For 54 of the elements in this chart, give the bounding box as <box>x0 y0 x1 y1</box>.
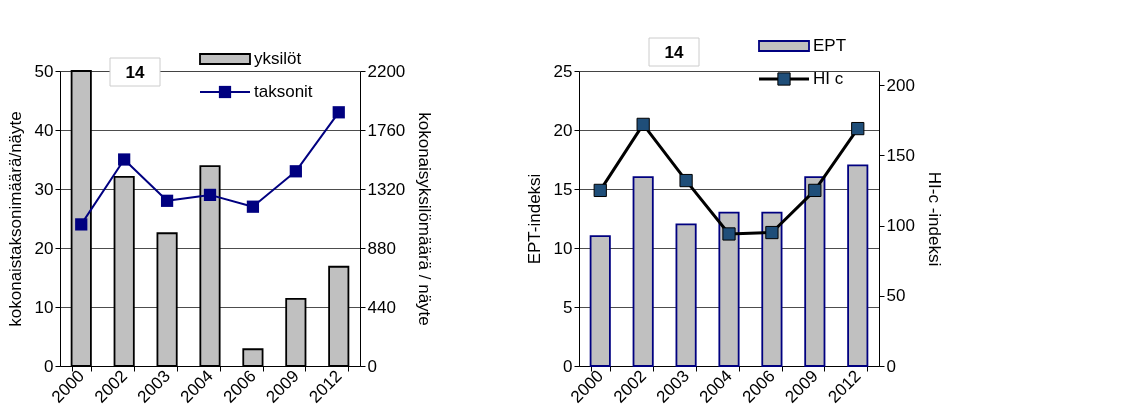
point <box>75 218 88 231</box>
y2-tick-label: 0 <box>886 356 896 376</box>
y-axis-title: kokonaistaksonimäärä/näyte <box>5 111 25 327</box>
y-tick-label: 20 <box>34 238 54 258</box>
y2-tick-label: 2200 <box>367 61 406 81</box>
y-tick-label: 10 <box>553 238 573 258</box>
bar <box>632 176 654 367</box>
y-tick-label: 10 <box>34 297 54 317</box>
y-tick-label: 15 <box>553 179 573 199</box>
bar <box>589 235 611 367</box>
y-tick-label: 25 <box>553 61 573 81</box>
bar <box>675 223 697 367</box>
y-tick-label: 20 <box>553 120 573 140</box>
y2-tick-label: 100 <box>886 216 915 236</box>
y2-tick-label: 150 <box>886 145 915 165</box>
legend-label: taksonit <box>254 82 313 101</box>
legend-label: yksilöt <box>254 49 302 68</box>
y2-tick-label: 880 <box>367 238 396 258</box>
y-tick-label: 5 <box>563 297 573 317</box>
y2-tick-label: 200 <box>886 75 915 95</box>
point <box>851 121 865 136</box>
point <box>765 225 779 240</box>
y-axis-title: EPT-indeksi <box>524 173 544 265</box>
y-tick-label: 0 <box>563 356 573 376</box>
y2-tick-label: 0 <box>367 356 377 376</box>
point <box>332 106 345 119</box>
y-tick-label: 50 <box>34 61 54 81</box>
point <box>636 117 650 131</box>
annotation: 14 <box>125 63 145 82</box>
y2-axis-title: kokonaisyksilömäärä / näyte <box>415 112 435 326</box>
y-tick-label: 0 <box>44 356 54 376</box>
point <box>160 194 174 207</box>
point <box>203 188 217 202</box>
y-tick-label: 30 <box>34 179 54 199</box>
y2-tick-label: 1760 <box>367 120 406 140</box>
legend-label: EPT <box>813 36 847 55</box>
point <box>722 227 736 241</box>
bar <box>804 176 826 367</box>
point <box>246 200 260 213</box>
point <box>289 165 302 178</box>
point <box>118 153 131 166</box>
y2-tick-label: 50 <box>886 286 906 306</box>
point <box>593 183 607 198</box>
point <box>679 173 693 188</box>
y-tick-label: 40 <box>34 120 54 140</box>
y2-axis-title: HI-c -indeksi <box>924 171 944 267</box>
bar <box>761 211 783 367</box>
y2-tick-label: 440 <box>367 297 396 317</box>
legend-label: HI c <box>813 69 844 88</box>
y2-tick-label: 1320 <box>367 179 406 199</box>
bar <box>847 164 869 367</box>
text: 14 <box>664 43 684 62</box>
bar <box>718 211 740 367</box>
point <box>808 183 822 198</box>
